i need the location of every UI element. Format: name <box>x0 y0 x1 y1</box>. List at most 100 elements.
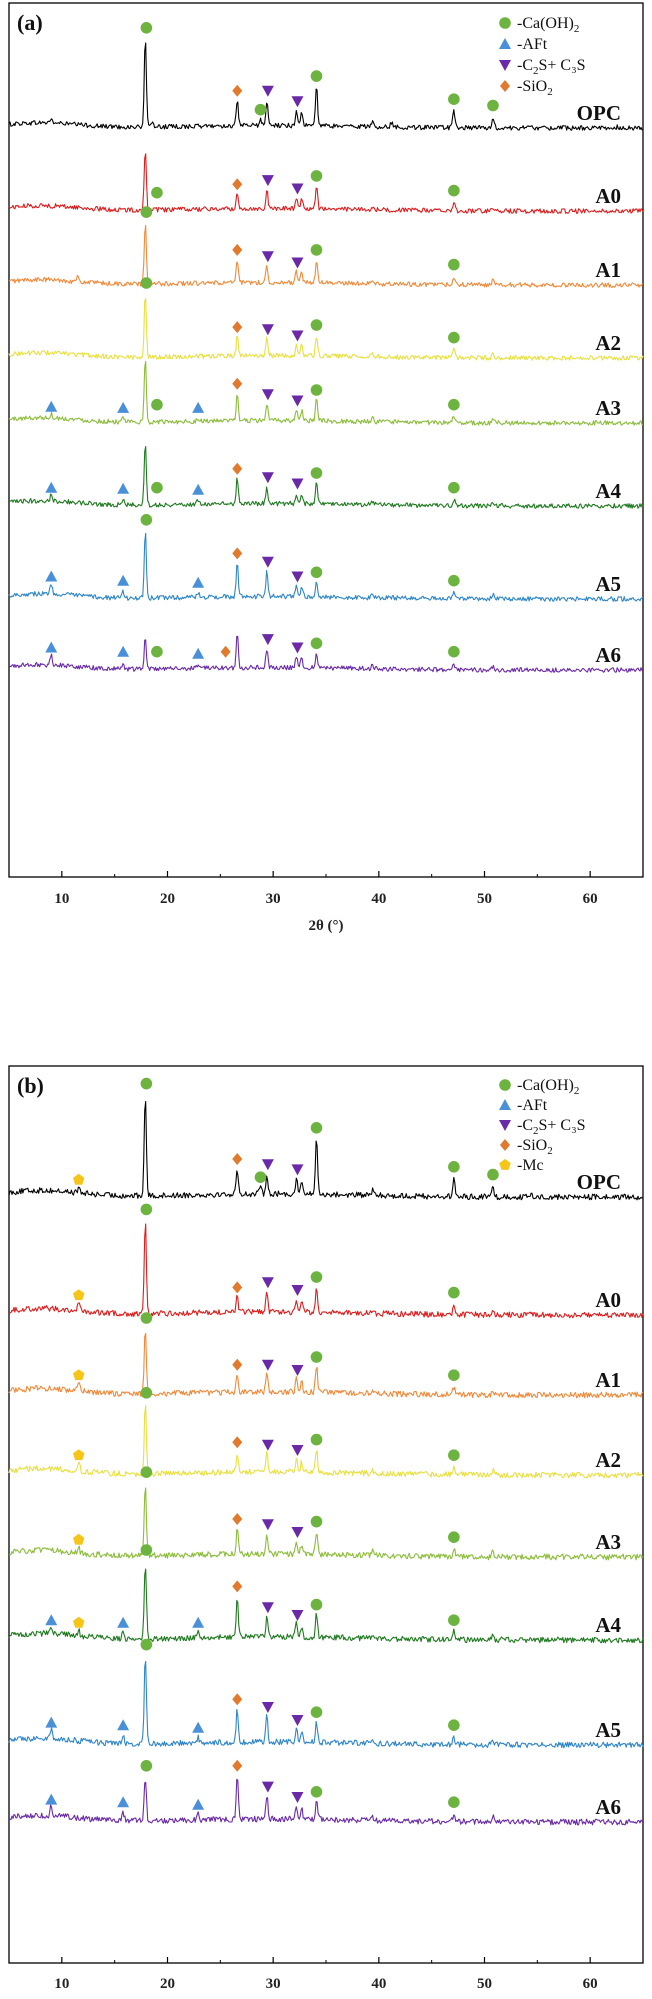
sample-label-A0: A0 <box>595 1288 621 1312</box>
triangle-down-marker <box>291 1164 304 1176</box>
circle-marker <box>140 22 153 34</box>
circle-marker <box>310 1351 323 1363</box>
sample-label-A5: A5 <box>595 1718 621 1742</box>
diamond-marker <box>232 547 243 560</box>
triangle-down-marker <box>261 389 274 401</box>
legend-label: -SiO2 <box>517 78 553 98</box>
series-line-A3 <box>8 360 644 426</box>
diamond-marker <box>232 1513 243 1525</box>
circle-marker <box>448 1286 460 1299</box>
diamond-marker <box>220 645 231 658</box>
x-tick-label: 20 <box>160 1976 175 1992</box>
diamond-marker <box>232 1153 243 1165</box>
circle-marker <box>448 1161 460 1173</box>
circle-marker <box>140 1466 153 1478</box>
legend-circle-icon <box>499 17 511 29</box>
legend-label: -AFt <box>517 36 548 53</box>
series-line-A4 <box>8 446 644 509</box>
triangle-down-marker <box>291 571 304 583</box>
circle-marker <box>448 398 460 411</box>
triangle-up-marker <box>117 1719 130 1731</box>
circle-marker <box>140 206 153 218</box>
x-tick-label: 30 <box>266 891 281 907</box>
x-tick-label: 40 <box>371 1976 386 1992</box>
circle-marker <box>310 384 323 396</box>
circle-marker <box>448 184 460 197</box>
series-line-A6 <box>8 1778 644 1826</box>
triangle-up-marker <box>45 570 58 582</box>
circle-marker <box>448 258 460 271</box>
circle-marker <box>310 1271 323 1283</box>
legend-triangle-down-icon <box>499 60 511 71</box>
triangle-down-marker <box>261 175 274 187</box>
circle-marker <box>310 70 323 82</box>
x-tick-label: 60 <box>583 1976 598 1992</box>
pentagon-marker <box>73 1533 85 1545</box>
panel-label: (b) <box>17 1073 44 1098</box>
triangle-up-marker <box>45 1793 58 1805</box>
series-line-A6 <box>8 635 644 673</box>
series-line-A3 <box>8 1487 644 1561</box>
sample-label-A6: A6 <box>595 1795 621 1819</box>
triangle-down-marker <box>291 1527 304 1538</box>
x-tick-label: 50 <box>477 891 492 907</box>
circle-marker <box>310 637 323 650</box>
triangle-up-marker <box>192 401 205 413</box>
triangle-up-marker <box>117 401 130 413</box>
circle-marker <box>310 1786 323 1798</box>
diamond-marker <box>232 1580 243 1593</box>
circle-marker <box>310 244 323 256</box>
triangle-up-marker <box>45 400 58 412</box>
pentagon-marker <box>73 1369 85 1381</box>
series-line-OPC <box>8 1101 644 1201</box>
circle-marker <box>310 1433 323 1446</box>
sample-label-A5: A5 <box>595 572 621 596</box>
circle-marker <box>254 103 267 116</box>
diamond-marker <box>232 243 243 256</box>
triangle-up-marker <box>117 1796 130 1808</box>
diamond-marker <box>232 1358 243 1371</box>
series-line-A2 <box>8 298 644 361</box>
triangle-up-marker <box>117 482 130 494</box>
diamond-marker <box>232 84 243 97</box>
triangle-down-marker <box>291 642 304 654</box>
circle-marker <box>448 1796 460 1808</box>
circle-marker <box>140 1760 153 1772</box>
triangle-down-marker <box>291 395 304 407</box>
x-tick-label: 40 <box>371 891 386 907</box>
triangle-up-marker <box>192 1721 205 1733</box>
legend-diamond-icon <box>500 1139 510 1151</box>
triangle-up-marker <box>117 574 130 586</box>
triangle-down-marker <box>261 556 274 568</box>
circle-marker <box>140 1638 153 1651</box>
circle-marker <box>310 170 323 182</box>
legend-triangle-up-icon <box>499 1099 511 1110</box>
legend-circle-icon <box>499 1079 511 1091</box>
circle-marker <box>487 1168 499 1181</box>
triangle-down-marker <box>291 330 304 342</box>
triangle-down-marker <box>291 96 304 108</box>
x-tick-label: 10 <box>54 1976 69 1992</box>
triangle-up-marker <box>192 576 205 588</box>
legend-label: -SiO2 <box>517 1137 553 1157</box>
series-line-A5 <box>8 1660 644 1749</box>
legend-label: -Ca(OH)2 <box>517 1077 579 1097</box>
sample-label-A1: A1 <box>595 258 621 282</box>
triangle-up-marker <box>45 481 58 493</box>
triangle-down-marker <box>291 1365 304 1376</box>
circle-marker <box>310 566 323 579</box>
panel-a: (a) 10 20 30 40 50 60 2θ (°) OPC A0 A1 A2 A3 A4 A5 A6 -C… <box>8 2 644 934</box>
pentagon-marker <box>73 1289 85 1301</box>
circle-marker <box>448 1369 460 1381</box>
series-line-A1 <box>8 224 644 288</box>
diamond-marker <box>232 1693 243 1706</box>
legend-label: -C2S+ C₃S <box>517 57 586 77</box>
triangle-up-marker <box>192 1616 205 1628</box>
triangle-up-marker <box>192 1798 205 1810</box>
triangle-up-marker <box>192 647 205 659</box>
pentagon-marker <box>73 1616 85 1628</box>
triangle-down-marker <box>261 1159 274 1171</box>
circle-marker <box>151 398 163 411</box>
